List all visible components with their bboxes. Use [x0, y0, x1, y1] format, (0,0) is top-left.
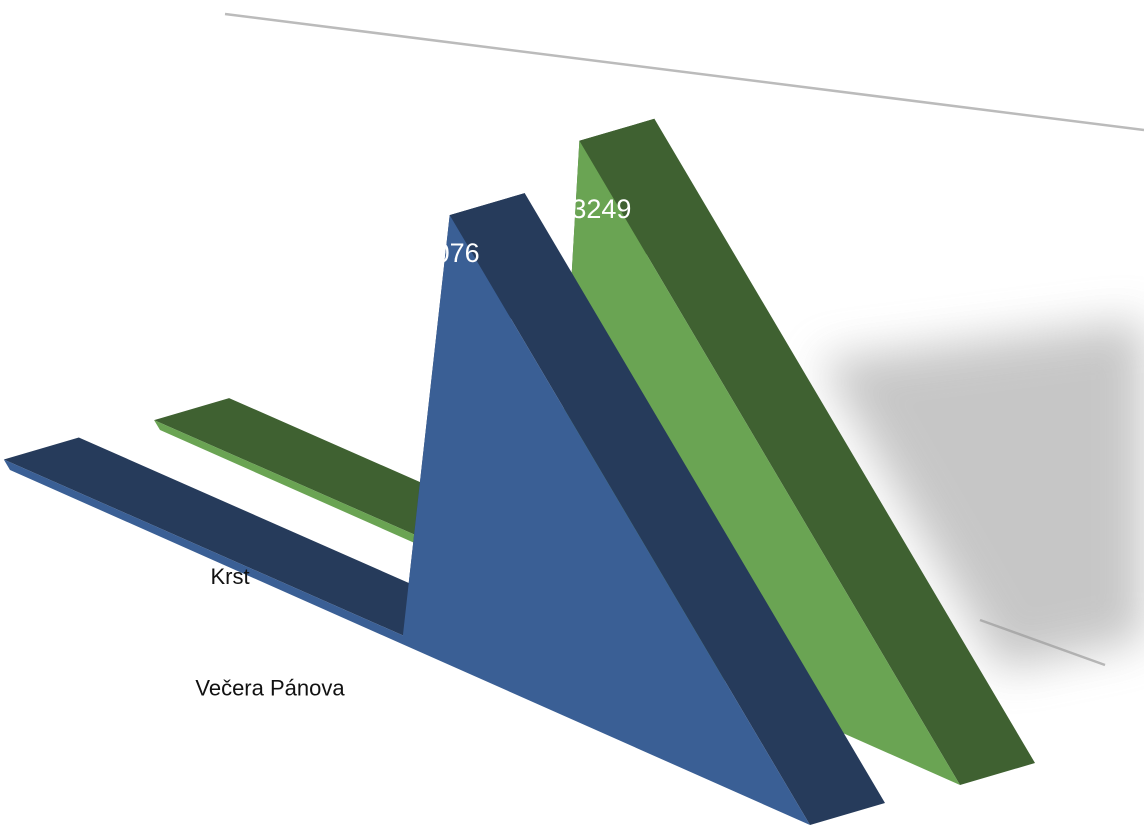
- wall-line: [224, 12, 1144, 132]
- data-label: 3249: [571, 194, 631, 224]
- x-tick-label: Krst: [210, 564, 249, 589]
- data-label: 61: [318, 326, 348, 356]
- shadow: [820, 320, 1144, 670]
- area-top: [3, 437, 478, 636]
- x-tick-label: Večera Pánova: [195, 675, 345, 700]
- data-label: 3076: [420, 238, 480, 268]
- area: [3, 215, 811, 826]
- area-side: [449, 193, 885, 826]
- data-label: 53: [174, 381, 204, 411]
- area-side: [579, 118, 1035, 786]
